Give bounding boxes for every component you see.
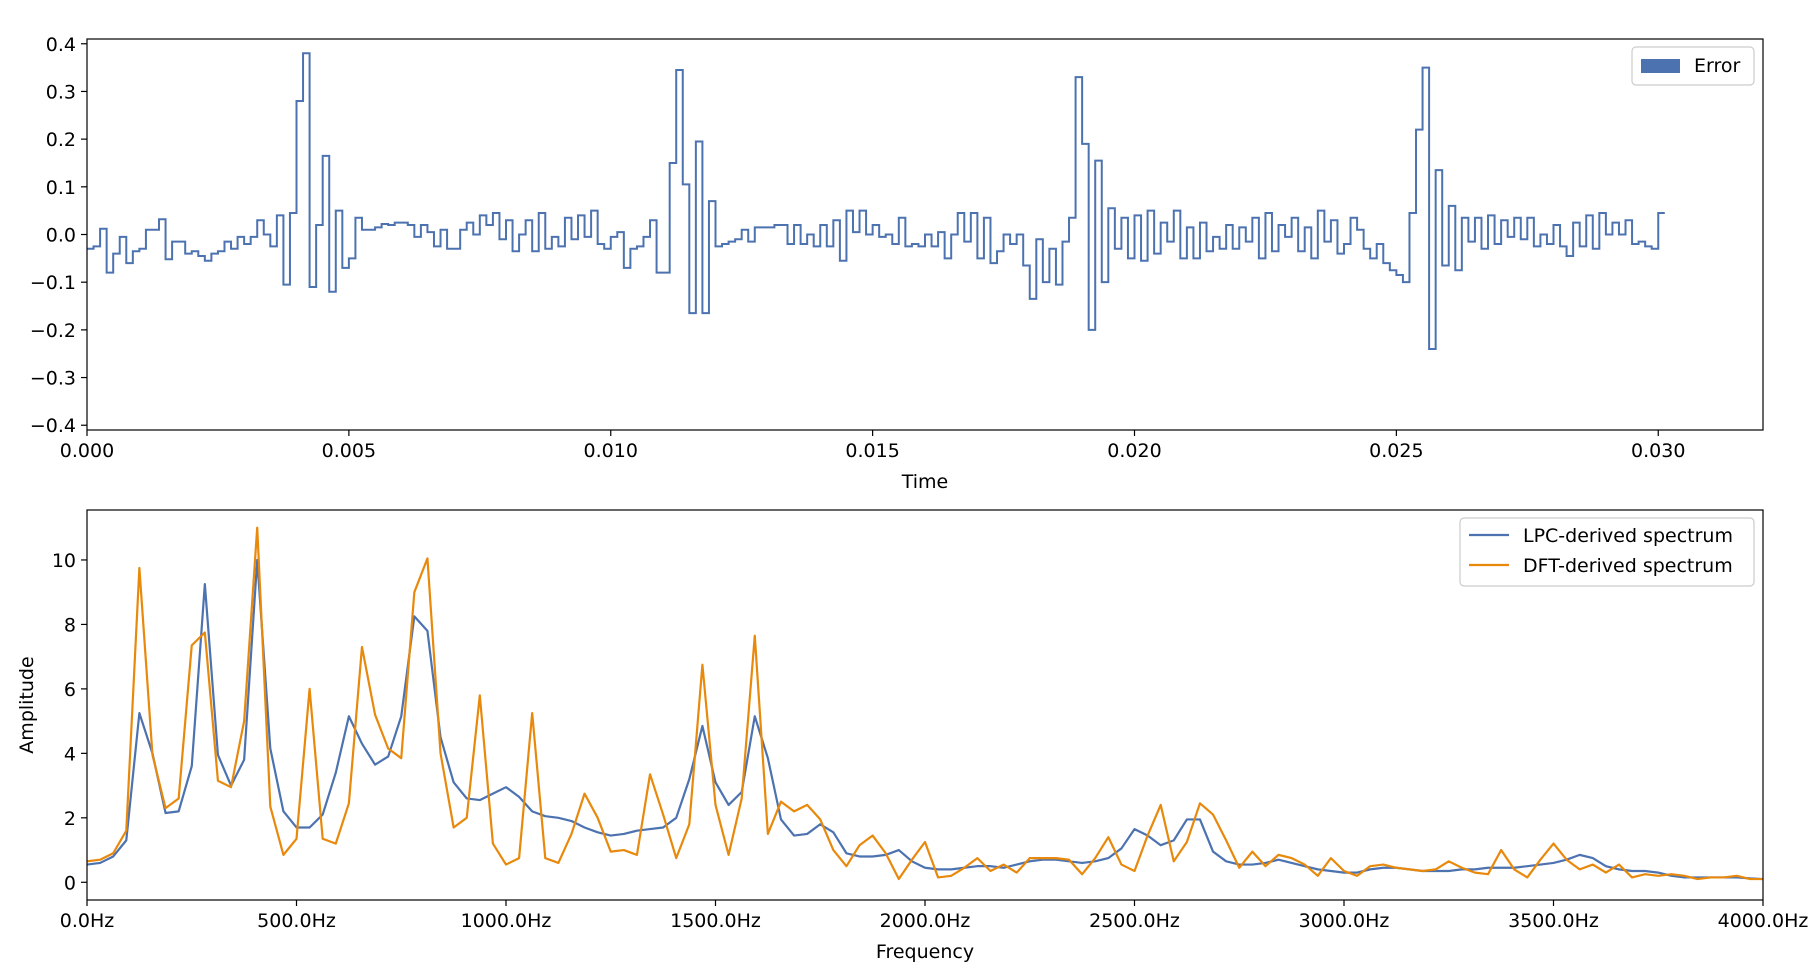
error-x-ticks: 0.000 0.005 0.010 0.015 0.020 0.025 0.030: [60, 430, 1685, 462]
lpc-spectrum-line: [86, 558, 1764, 881]
spectrum-chart: 0 2 4 6 8 10 0.0Hz 500.0Hz 1000.0Hz 1500.0Hz 2000…: [16, 509, 1809, 963]
error-y-tick-label: 0.1: [46, 177, 76, 199]
error-y-tick-label: 0.2: [46, 129, 76, 151]
spectrum-legend-frame: [1459, 517, 1755, 587]
spectrum-y-axis-label: Amplitude: [16, 656, 38, 753]
error-series-line: [87, 52, 1665, 350]
error-x-tick-label: 0.005: [322, 440, 376, 462]
error-y-ticks: −0.4 −0.3 −0.2 −0.1 0.0 0.1 0.2 0.3 0.4: [30, 34, 87, 437]
spectrum-y-tick-label: 0: [64, 872, 76, 894]
spectrum-x-tick-label: 1500.0Hz: [670, 910, 761, 932]
spectrum-y-tick-label: 6: [64, 679, 76, 701]
lpc-legend-label: LPC-derived spectrum: [1523, 525, 1733, 547]
spectrum-axes-frame: [86, 509, 1764, 901]
error-y-tick-label: 0.3: [46, 81, 76, 103]
spectrum-y-tick-label: 2: [64, 808, 76, 830]
spectrum-y-tick-label: 10: [52, 550, 76, 572]
error-y-tick-label: −0.2: [30, 320, 76, 342]
error-y-tick-label: 0.0: [46, 225, 76, 247]
spectrum-y-tick-label: 8: [64, 614, 76, 636]
error-y-tick-label: −0.1: [30, 272, 76, 294]
error-legend-swatch: [1641, 59, 1680, 73]
error-x-tick-label: 0.025: [1369, 440, 1423, 462]
error-legend: Error: [1631, 46, 1755, 86]
spectrum-legend: LPC-derived spectrum DFT-derived spectru…: [1459, 517, 1755, 587]
error-legend-frame: [1631, 46, 1755, 86]
error-y-tick-label: −0.3: [30, 368, 76, 390]
spectrum-x-tick-label: 2500.0Hz: [1089, 910, 1180, 932]
spectrum-x-tick-label: 3000.0Hz: [1299, 910, 1390, 932]
dft-legend-label: DFT-derived spectrum: [1523, 555, 1733, 577]
error-x-tick-label: 0.010: [584, 440, 638, 462]
error-legend-label: Error: [1694, 55, 1741, 77]
spectrum-x-axis-label: Frequency: [876, 941, 974, 963]
error-x-tick-label: 0.015: [845, 440, 899, 462]
error-chart: −0.4−0.3−0.2−0.10.00.10.20.30.4 0.000 0.0…: [30, 34, 1764, 493]
spectrum-x-tick-label: 3500.0Hz: [1508, 910, 1599, 932]
spectrum-y-tick-label: 4: [64, 743, 76, 765]
error-x-tick-label: 0.020: [1107, 440, 1161, 462]
spectrum-x-tick-label: 4000.0Hz: [1718, 910, 1809, 932]
spectrum-x-ticks: 0.0Hz 500.0Hz 1000.0Hz 1500.0Hz 2000.0Hz 2500…: [60, 900, 1809, 932]
dft-spectrum-line: [86, 526, 1763, 881]
error-y-tick-label: −0.4: [30, 415, 76, 437]
spectrum-x-tick-label: 1000.0Hz: [461, 910, 552, 932]
error-x-tick-label: 0.000: [60, 440, 114, 462]
spectrum-x-tick-label: 2000.0Hz: [880, 910, 971, 932]
spectrum-x-tick-label: 500.0Hz: [257, 910, 336, 932]
spectrum-y-ticks: 0 2 4 6 8 10: [52, 550, 87, 894]
error-axes-frame: [86, 38, 1764, 431]
error-x-tick-label: 0.030: [1631, 440, 1685, 462]
spectrum-x-tick-label: 0.0Hz: [60, 910, 115, 932]
error-y-tick-label: 0.4: [46, 34, 76, 56]
error-x-axis-label: Time: [901, 471, 949, 493]
